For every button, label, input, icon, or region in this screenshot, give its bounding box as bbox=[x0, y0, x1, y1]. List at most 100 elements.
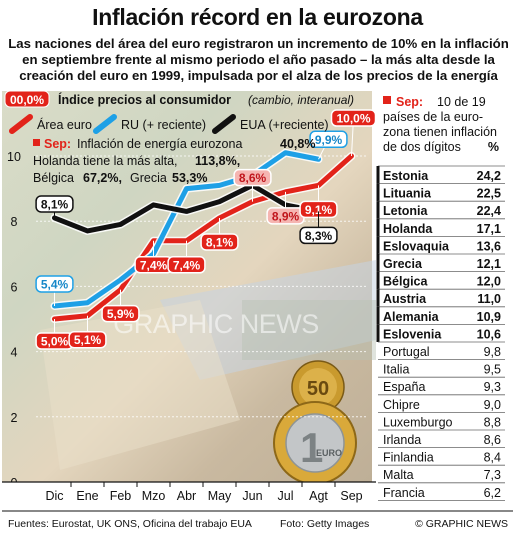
coin-50-inner bbox=[299, 368, 337, 406]
side-value: 6,2 bbox=[484, 486, 501, 500]
coin-50-group: 50 bbox=[291, 360, 345, 414]
legend-swatch bbox=[212, 114, 236, 134]
footer-credit[interactable]: © GRAPHIC NEWS bbox=[415, 518, 508, 530]
side-header-line: 10 de 19 bbox=[437, 95, 486, 109]
side-header-line: países de la euro- bbox=[383, 110, 483, 124]
y-tick-label: 10 bbox=[7, 150, 21, 164]
top-value-label: 00,0% bbox=[10, 93, 44, 107]
data-label-box bbox=[101, 304, 140, 323]
y-tick-label: 8 bbox=[11, 215, 18, 229]
side-unit: % bbox=[488, 140, 499, 154]
chart-subtitle: (cambio, interanual) bbox=[248, 93, 354, 107]
note-value1: 40,8% bbox=[280, 137, 315, 151]
legend-label: RU (+ reciente) bbox=[121, 118, 206, 132]
side-value: 11,0 bbox=[477, 292, 501, 306]
data-label: 5,9% bbox=[107, 307, 135, 321]
side-country: Austria bbox=[383, 292, 427, 306]
side-value: 22,4 bbox=[477, 204, 501, 218]
side-header-line: de dos dígitos bbox=[383, 140, 461, 154]
data-point bbox=[284, 151, 287, 154]
data-label-box bbox=[167, 256, 206, 274]
side-country: Chipre bbox=[383, 398, 420, 412]
side-country: Italia bbox=[383, 363, 409, 377]
note-value2: 113,8%, bbox=[195, 154, 240, 168]
side-country: Finlandia bbox=[383, 451, 434, 465]
side-value: 12,0 bbox=[477, 275, 501, 289]
series-line-2 bbox=[52, 182, 321, 234]
side-value: 9,3 bbox=[484, 380, 501, 394]
side-country: Letonia bbox=[383, 204, 428, 218]
side-country: Portugal bbox=[383, 345, 430, 359]
y-tick-label: 6 bbox=[11, 280, 18, 294]
side-bullet bbox=[383, 96, 391, 104]
graphic-news-watermark: GRAPHIC NEWS bbox=[113, 309, 319, 339]
data-point bbox=[152, 203, 155, 206]
footer-sources: Fuentes: Eurostat, UK ONS, Oficina del t… bbox=[8, 518, 252, 530]
side-value: 9,0 bbox=[484, 398, 501, 412]
series-line-1 bbox=[52, 150, 321, 309]
data-point bbox=[185, 210, 188, 213]
page-subtitle: Las naciones del área del euro registrar… bbox=[8, 36, 509, 83]
chart-title: Índice precios al consumidor bbox=[58, 92, 231, 107]
data-label: 7,4% bbox=[140, 258, 168, 272]
data-point bbox=[86, 229, 89, 232]
side-table-panel bbox=[372, 91, 515, 494]
note-bullet bbox=[33, 139, 40, 146]
data-point bbox=[218, 184, 221, 187]
chart-header: 00,0% Índice precios al consumidor (cambio… bbox=[4, 90, 354, 134]
y-tick-label: 4 bbox=[11, 346, 18, 360]
data-label: 8,1% bbox=[41, 197, 69, 211]
data-label: 8,9% bbox=[272, 209, 300, 223]
side-value: 10,9 bbox=[477, 310, 501, 324]
legend-swatch bbox=[9, 114, 33, 134]
x-axis-band bbox=[2, 482, 376, 506]
side-country: Eslovenia bbox=[383, 327, 442, 341]
x-tick-label: Agt bbox=[309, 489, 328, 503]
page-title: Inflación récord en la eurozona bbox=[92, 4, 423, 30]
side-country: Alemania bbox=[383, 310, 440, 324]
side-country: Bélgica bbox=[383, 275, 429, 289]
euro-coin-number: 1 bbox=[300, 424, 323, 471]
data-label: 8,1% bbox=[206, 235, 234, 249]
banknote-shape bbox=[242, 300, 376, 360]
side-value: 10,6 bbox=[477, 327, 501, 341]
top-value-box bbox=[4, 90, 50, 108]
x-tick-label: May bbox=[208, 489, 232, 503]
euro-coin-unit: EURO bbox=[316, 448, 342, 458]
x-tick-label: Sep bbox=[340, 489, 362, 503]
x-tick-label: Dic bbox=[45, 489, 63, 503]
data-label-box bbox=[309, 130, 348, 149]
data-label-box bbox=[330, 109, 377, 127]
side-lead: Sep: bbox=[396, 95, 423, 109]
data-label: 9,9% bbox=[315, 133, 343, 147]
series-line-0 bbox=[52, 153, 354, 322]
side-value: 8,6 bbox=[484, 433, 501, 447]
y-tick-label: 2 bbox=[11, 411, 18, 425]
data-label-box bbox=[299, 226, 338, 245]
legend-label: EUA (+reciente) bbox=[240, 118, 329, 132]
data-label: 8,3% bbox=[305, 229, 333, 243]
data-point bbox=[86, 301, 89, 304]
data-label: 10,0% bbox=[336, 112, 370, 126]
data-label-box bbox=[35, 275, 74, 293]
data-label-box bbox=[35, 195, 74, 213]
side-country: España bbox=[383, 380, 425, 394]
side-country: Estonia bbox=[383, 169, 429, 183]
legend-label: Área euro bbox=[37, 117, 92, 132]
data-label: 5,1% bbox=[74, 333, 102, 347]
side-country: Lituania bbox=[383, 187, 432, 201]
legend-swatch bbox=[93, 114, 117, 134]
side-country: Irlanda bbox=[383, 433, 421, 447]
note-line1: Inflación de energía eurozona bbox=[77, 137, 242, 151]
data-point bbox=[185, 187, 188, 190]
data-label: 8,6% bbox=[239, 171, 267, 185]
data-point bbox=[218, 200, 221, 203]
side-header-line: zona tienen inflación bbox=[383, 125, 497, 139]
data-label-box bbox=[233, 168, 272, 187]
x-tick-label: Feb bbox=[110, 489, 132, 503]
side-country: Malta bbox=[383, 468, 414, 482]
side-value: 8,8 bbox=[484, 415, 501, 429]
